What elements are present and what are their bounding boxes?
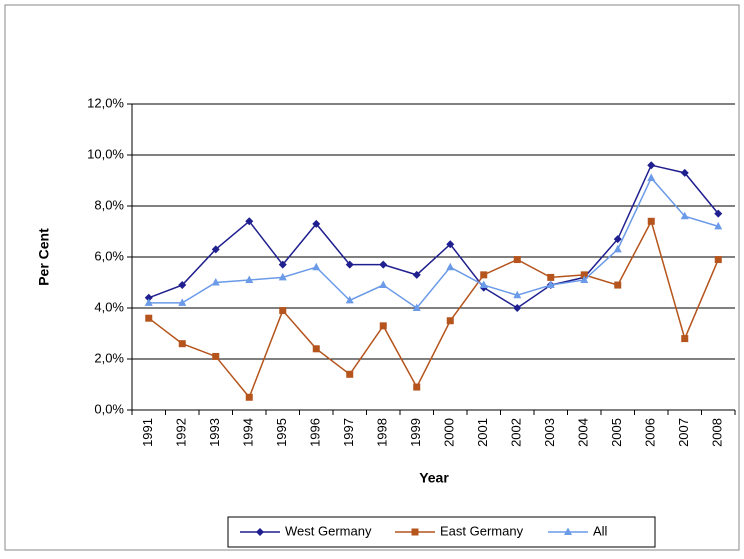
y-tick-label: 6,0% [94, 248, 124, 263]
data-point [479, 280, 488, 289]
data-point [312, 219, 321, 228]
data-point [245, 217, 254, 226]
data-point [647, 173, 656, 181]
series-line [148, 164, 719, 309]
data-point [547, 273, 555, 281]
x-axis-label: Year [419, 470, 449, 486]
y-tick-label: 10,0% [87, 146, 124, 161]
x-tick-label: 1995 [274, 418, 289, 447]
data-point [211, 278, 220, 286]
data-point [211, 245, 220, 254]
x-tick-label: 2005 [609, 418, 624, 447]
x-tick-label: 1998 [375, 418, 390, 447]
x-tick-label: 2002 [509, 418, 524, 447]
data-point [178, 298, 187, 306]
data-point [580, 271, 588, 279]
data-point [714, 256, 722, 264]
data-point [446, 317, 454, 325]
data-point [245, 275, 254, 283]
x-tick-label: 1992 [174, 418, 189, 447]
x-tick-label: 1996 [308, 418, 323, 447]
x-tick-label: 2003 [542, 418, 557, 447]
x-tick-label: 1991 [140, 418, 155, 447]
data-point [546, 280, 555, 289]
data-point [513, 304, 522, 312]
data-point [379, 260, 388, 269]
chart-border [4, 4, 740, 551]
data-point [680, 211, 689, 220]
data-point [580, 275, 589, 283]
data-point [613, 235, 622, 244]
data-point [513, 256, 521, 264]
data-point [279, 307, 287, 315]
data-point [312, 262, 321, 271]
data-point [513, 290, 522, 299]
data-point [178, 281, 187, 290]
data-point [680, 168, 689, 177]
data-point [647, 161, 656, 170]
data-point [312, 345, 320, 353]
data-point [446, 262, 455, 271]
x-tick-label: 2006 [643, 418, 658, 447]
legend-marker [411, 528, 419, 536]
data-point [412, 270, 421, 279]
x-tick-label: 1997 [341, 418, 356, 447]
y-tick-label: 8,0% [94, 197, 124, 212]
x-tick-label: 1994 [241, 418, 256, 447]
data-point [613, 244, 622, 253]
data-point [178, 340, 186, 348]
data-point [346, 370, 354, 378]
data-point [614, 281, 622, 289]
x-tick-label: 2007 [676, 418, 691, 447]
data-point [278, 272, 287, 281]
data-point [714, 221, 723, 230]
data-point [144, 298, 153, 306]
legend-label: All [593, 523, 608, 538]
legend-label: East Germany [440, 523, 524, 538]
y-tick-label: 4,0% [94, 299, 124, 314]
data-point [379, 280, 388, 289]
data-point [278, 260, 287, 269]
series-line [148, 219, 719, 399]
y-axis-label: Per Cent [36, 228, 52, 286]
x-tick-label: 2004 [576, 418, 591, 447]
legend-marker [256, 528, 264, 536]
series-line [148, 176, 719, 310]
legend-marker [564, 527, 572, 535]
y-tick-label: 0,0% [94, 401, 124, 416]
legend-label: West Germany [285, 523, 372, 538]
x-tick-label: 2001 [475, 418, 490, 447]
data-point [345, 295, 354, 304]
y-tick-label: 2,0% [94, 350, 124, 365]
data-point [714, 209, 723, 218]
x-tick-label: 1999 [408, 418, 423, 447]
x-tick-label: 1993 [207, 418, 222, 447]
data-point [144, 293, 153, 302]
data-point [480, 271, 488, 279]
y-tick-label: 12,0% [87, 95, 124, 110]
data-point [145, 314, 153, 322]
data-point [413, 383, 421, 391]
data-point [345, 260, 354, 269]
data-point [412, 303, 421, 311]
data-point [647, 217, 655, 225]
x-tick-label: 2008 [710, 418, 725, 447]
data-point [681, 335, 689, 343]
data-point [212, 352, 220, 360]
data-point [379, 322, 387, 330]
x-tick-label: 2000 [442, 418, 457, 447]
data-point [446, 240, 455, 249]
data-point [245, 393, 253, 401]
